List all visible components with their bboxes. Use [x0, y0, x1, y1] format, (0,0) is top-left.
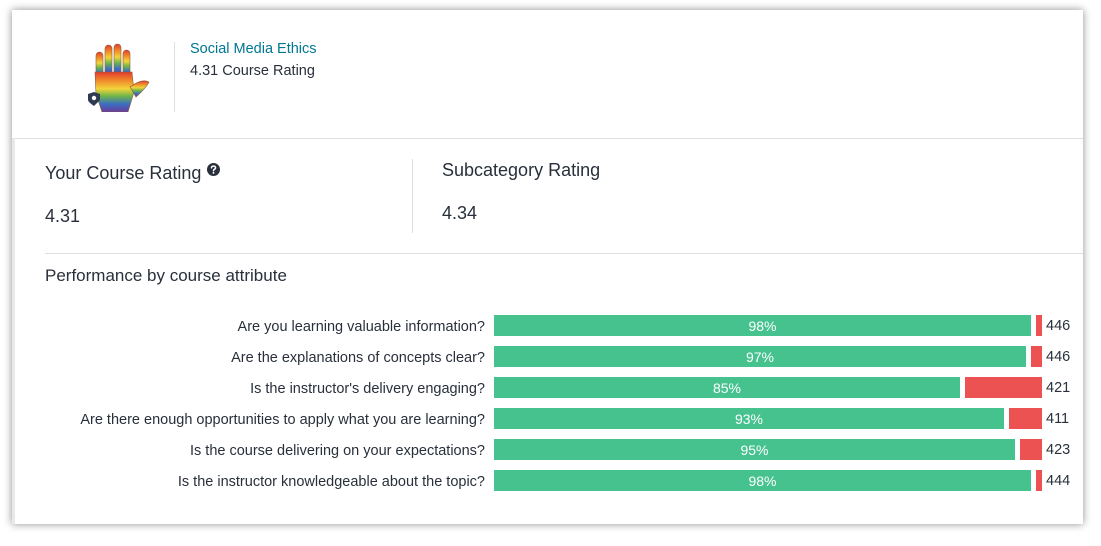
negative-bar [1020, 439, 1042, 460]
attribute-question: Are you learning valuable information? [237, 319, 485, 335]
attribute-row: Is the course delivering on your expecta… [12, 439, 1083, 470]
course-rating-panel: Social Media Ethics 4.31 Course Rating Y… [12, 10, 1083, 524]
attribute-list: Are you learning valuable information? 98… [12, 315, 1083, 501]
positive-bar: 93% [494, 408, 1004, 429]
subcategory-rating-label: Subcategory Rating [442, 160, 601, 180]
attribute-question: Is the course delivering on your expecta… [189, 443, 485, 459]
response-count: 444 [1046, 473, 1071, 489]
response-count: 411 [1046, 411, 1070, 427]
positive-bar: 85% [494, 377, 960, 398]
response-count: 423 [1046, 442, 1071, 458]
response-count: 446 [1046, 349, 1071, 365]
negative-bar [1036, 315, 1042, 336]
attribute-question: Are the explanations of concepts clear? [231, 350, 485, 366]
attribute-row: Are you learning valuable information? 98… [12, 315, 1083, 346]
attribute-question: Are there enough opportunities to apply … [80, 412, 485, 428]
course-thumbnail[interactable] [50, 42, 175, 113]
attribute-question: Is the instructor's delivery engaging? [250, 381, 485, 397]
your-rating-value: 4.31 [45, 206, 81, 226]
positive-bar: 95% [494, 439, 1015, 460]
negative-bar [1036, 470, 1042, 491]
negative-bar [1031, 346, 1042, 367]
subcategory-rating: Subcategory Rating 4.34 [442, 160, 600, 224]
section-divider [45, 253, 1083, 254]
course-rating-summary: 4.31 Course Rating [190, 63, 315, 79]
your-course-rating: Your Course Rating 4.31 [45, 160, 221, 227]
response-count: 446 [1046, 318, 1071, 334]
course-header: Social Media Ethics 4.31 Course Rating [12, 10, 1083, 139]
negative-bar [1009, 408, 1042, 429]
raised-hand-image [88, 43, 150, 113]
performance-title: Performance by course attribute [45, 266, 287, 285]
your-rating-label: Your Course Rating [45, 163, 202, 183]
attribute-question: Is the instructor knowledgeable about th… [177, 474, 485, 490]
subcategory-rating-value: 4.34 [442, 203, 478, 223]
positive-bar: 98% [494, 470, 1031, 491]
rating-divider [412, 159, 413, 233]
attribute-row: Are the explanations of concepts clear? 9… [12, 346, 1083, 377]
attribute-row: Are there enough opportunities to apply … [12, 408, 1083, 439]
attribute-row: Is the instructor knowledgeable about th… [12, 470, 1083, 501]
response-count: 421 [1046, 380, 1071, 396]
left-accent-rule [12, 138, 15, 524]
question-circle-icon[interactable] [207, 160, 221, 181]
attribute-row: Is the instructor's delivery engaging? 85… [12, 377, 1083, 408]
positive-bar: 98% [494, 315, 1031, 336]
negative-bar [965, 377, 1042, 398]
course-title-link[interactable]: Social Media Ethics [190, 41, 317, 57]
positive-bar: 97% [494, 346, 1026, 367]
